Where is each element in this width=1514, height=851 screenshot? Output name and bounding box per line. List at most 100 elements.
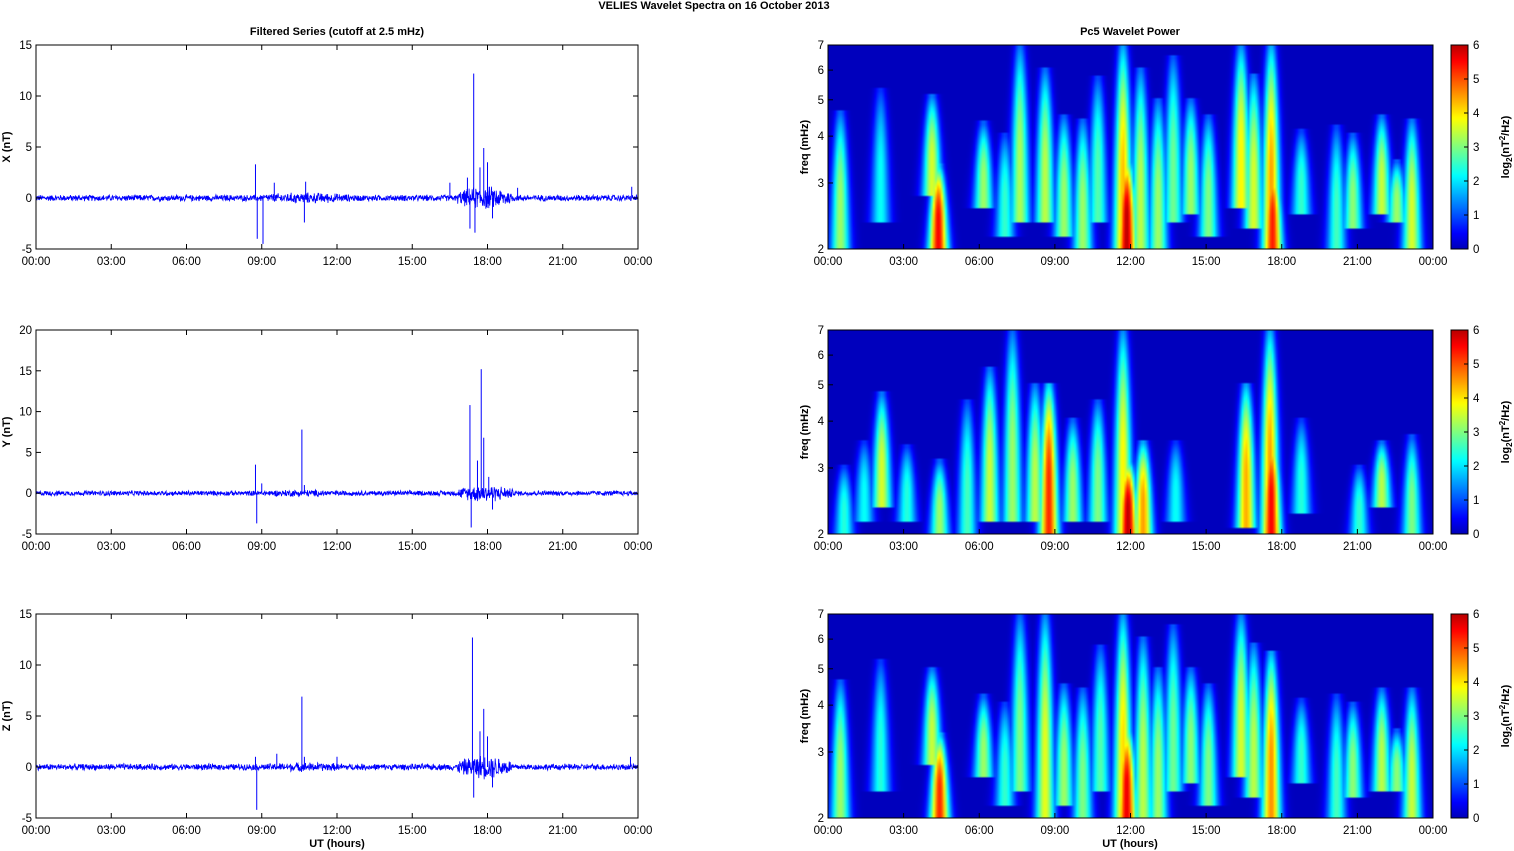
colorbar-label-part: /Hz): [1500, 684, 1512, 705]
x-wavelet-ytick-label-2: 4: [818, 131, 825, 143]
y-wavelet-xtick-label-7: 21:00: [1343, 541, 1372, 553]
y-wavelet-colorbar: [1451, 330, 1468, 534]
y-series-ytick-label-0: -5: [22, 529, 32, 541]
y-series-ytick-label-3: 10: [19, 407, 32, 419]
x-wavelet-heatmap: [828, 45, 1433, 249]
y-series-ytick-label-4: 15: [19, 366, 32, 378]
x-series-ytick-label-1: 0: [26, 193, 32, 205]
z-series-ytick-label-0: -5: [22, 813, 32, 825]
x-wavelet-xtick-label-6: 18:00: [1267, 256, 1296, 268]
y-wavelet-cbar-tick-label-6: 6: [1473, 325, 1479, 337]
y-wavelet-cbar-tick-label-5: 5: [1473, 359, 1479, 371]
x-wavelet-cbar-tick-label-1: 1: [1473, 210, 1479, 222]
x-series-xtick-label-4: 12:00: [323, 256, 352, 268]
colorbar-label-part: 2: [1505, 157, 1514, 162]
z-wavelet-cbar-tick-label-6: 6: [1473, 609, 1479, 621]
colorbar-label-part: log: [1500, 447, 1512, 464]
x-wavelet-xtick-label-3: 09:00: [1040, 256, 1069, 268]
z-wavelet-xtick-label-3: 09:00: [1040, 825, 1069, 837]
y-series-axes-frame: [35, 329, 639, 535]
z-wavelet-ytick-label-0: 2: [818, 813, 824, 825]
z-wavelet-ylabel: freq (mHz): [799, 688, 811, 743]
y-series-xtick-label-0: 00:00: [22, 541, 51, 553]
z-series-xtick-label-5: 15:00: [398, 825, 427, 837]
x-wavelet-cbar-tick-label-0: 0: [1473, 244, 1479, 256]
right-xlabel: UT (hours): [1102, 838, 1158, 850]
x-series-xtick-label-7: 21:00: [548, 256, 577, 268]
y-wavelet-ytick-label-0: 2: [818, 529, 824, 541]
z-wavelet-cbar-tick-label-3: 3: [1473, 711, 1479, 723]
colorbar-label-part: (nT: [1500, 140, 1512, 157]
z-wavelet-heatmap: [828, 614, 1433, 818]
y-series-panel: -5 0 5 10 15 20 00:00 03:00 06:00 09:00 12:00 15:00…: [1, 325, 652, 553]
z-wavelet-xtick-label-5: 15:00: [1192, 825, 1221, 837]
z-series-ylabel: Z (nT): [1, 700, 13, 731]
y-wavelet-xtick-label-5: 15:00: [1192, 541, 1221, 553]
y-wavelet-colorbar-label: log2(nT2/Hz): [1498, 400, 1514, 463]
x-series-axes-frame: [35, 44, 639, 250]
z-wavelet-colorbar: [1451, 614, 1468, 818]
x-wavelet-xtick-label-1: 03:00: [889, 256, 918, 268]
x-wavelet-panel: 2 3 4 5 6 7 00:00 03:00 06:00 09:00 12:00 15:00 18:0…: [799, 40, 1514, 268]
y-series-ytick-label-5: 20: [19, 325, 32, 337]
z-wavelet-xtick-label-8: 00:00: [1419, 825, 1448, 837]
x-wavelet-ytick-label-3: 5: [818, 95, 824, 107]
colorbar-label-part: 2: [1498, 420, 1507, 425]
x-wavelet-ytick-label-5: 7: [818, 40, 824, 52]
z-wavelet-cbar-tick-label-5: 5: [1473, 643, 1479, 655]
left-column-title: Filtered Series (cutoff at 2.5 mHz): [250, 26, 425, 38]
figure-title: VELIES Wavelet Spectra on 16 October 201…: [598, 0, 829, 12]
x-series-ytick-label-3: 10: [19, 91, 32, 103]
colorbar-label-part: 2: [1505, 442, 1514, 447]
z-wavelet-ytick-label-4: 6: [818, 634, 824, 646]
colorbar-label-part: 2: [1498, 704, 1507, 709]
y-wavelet-xtick-label-0: 00:00: [814, 541, 843, 553]
colorbar-label-part: /Hz): [1500, 400, 1512, 421]
x-wavelet-xtick-label-0: 00:00: [814, 256, 843, 268]
y-wavelet-xtick-label-8: 00:00: [1419, 541, 1448, 553]
y-wavelet-cbar-tick-label-4: 4: [1473, 393, 1480, 405]
y-wavelet-ytick-label-4: 6: [818, 350, 824, 362]
x-series-xtick-label-2: 06:00: [172, 256, 201, 268]
z-wavelet-ytick-label-5: 7: [818, 609, 824, 621]
x-wavelet-ylabel: freq (mHz): [799, 119, 811, 174]
y-series-xtick-label-8: 00:00: [624, 541, 653, 553]
y-wavelet-ytick-label-5: 7: [818, 325, 824, 337]
colorbar-label-part: /Hz): [1500, 115, 1512, 136]
y-wavelet-xtick-label-6: 18:00: [1267, 541, 1296, 553]
x-wavelet-xtick-label-2: 06:00: [965, 256, 994, 268]
x-series-xtick-label-6: 18:00: [473, 256, 502, 268]
y-wavelet-cbar-tick-label-2: 2: [1473, 461, 1479, 473]
colorbar-label-part: (nT: [1500, 425, 1512, 442]
z-series-xtick-label-4: 12:00: [323, 825, 352, 837]
y-series-xtick-label-3: 09:00: [247, 541, 276, 553]
x-series-xtick-label-0: 00:00: [22, 256, 51, 268]
z-series-ytick-label-4: 15: [19, 609, 32, 621]
y-series-trace: [35, 486, 639, 502]
z-wavelet-ytick-label-2: 4: [818, 700, 825, 712]
z-series-xtick-label-6: 18:00: [473, 825, 502, 837]
y-wavelet-xtick-label-4: 12:00: [1116, 541, 1145, 553]
colorbar-label-part: 2: [1505, 726, 1514, 731]
y-series-xtick-label-4: 12:00: [323, 541, 352, 553]
z-wavelet-xtick-label-1: 03:00: [889, 825, 918, 837]
z-wavelet-xtick-label-6: 18:00: [1267, 825, 1296, 837]
y-wavelet-xtick-label-1: 03:00: [889, 541, 918, 553]
z-wavelet-cbar-tick-label-2: 2: [1473, 745, 1479, 757]
y-wavelet-ytick-label-1: 3: [818, 463, 824, 475]
y-series-xtick-label-7: 21:00: [548, 541, 577, 553]
z-wavelet-colorbar-label: log2(nT2/Hz): [1498, 684, 1514, 747]
z-wavelet-panel: 2 3 4 5 6 7 00:00 03:00 06:00 09:00 12:00 15:00 18:0…: [799, 609, 1514, 837]
z-wavelet-ytick-label-3: 5: [818, 664, 824, 676]
z-series-xtick-label-7: 21:00: [548, 825, 577, 837]
x-wavelet-xtick-label-7: 21:00: [1343, 256, 1372, 268]
z-series-ytick-label-2: 5: [26, 711, 32, 723]
y-series-ytick-label-1: 0: [26, 488, 32, 500]
x-series-ytick-label-4: 15: [19, 40, 32, 52]
x-wavelet-cbar-tick-label-6: 6: [1473, 40, 1479, 52]
x-series-xtick-label-3: 09:00: [247, 256, 276, 268]
y-wavelet-heatmap: [828, 330, 1433, 534]
z-wavelet-xtick-label-0: 00:00: [814, 825, 843, 837]
right-column-title: Pc5 Wavelet Power: [1080, 26, 1181, 38]
z-series-xtick-label-1: 03:00: [97, 825, 126, 837]
